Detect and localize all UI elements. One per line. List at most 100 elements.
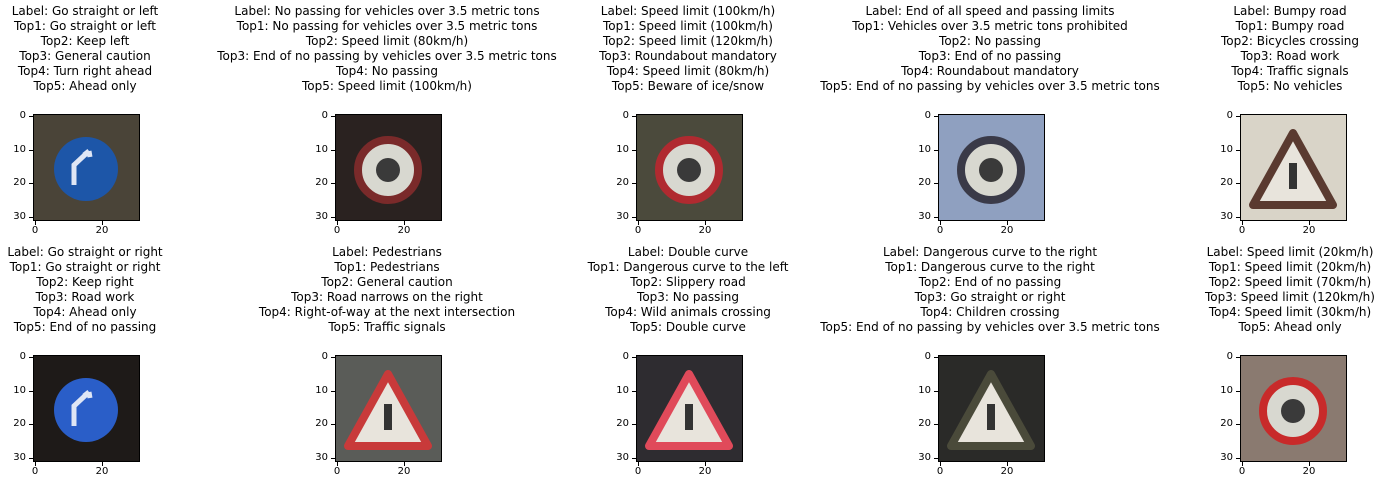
y-tick-mark — [29, 216, 33, 218]
y-tick-label: 0 — [19, 351, 26, 362]
y-tick-label: 30 — [315, 210, 328, 222]
traffic-sign-icon — [54, 378, 118, 442]
y-tick-mark — [331, 183, 335, 184]
traffic-sign-icon — [344, 370, 432, 450]
prediction-line: Top4: Speed limit (30km/h) — [1208, 305, 1372, 319]
sign-symbol — [677, 158, 701, 182]
prediction-line: Top3: End of no passing — [918, 49, 1062, 63]
x-tick-label: 20 — [397, 466, 411, 477]
y-tick-mark — [331, 216, 335, 218]
y-tick-mark — [632, 116, 636, 117]
image-axes: 0 10 20 30 0 20 — [13, 352, 140, 477]
traffic-sign-icon — [1259, 377, 1327, 445]
label-line: Label: Pedestrians — [332, 245, 442, 259]
arrow-icon — [71, 149, 93, 185]
y-tick-label: 20 — [315, 418, 328, 429]
y-tick-label: 20 — [1220, 418, 1233, 429]
prediction-line: Top3: Road narrows on the right — [291, 290, 483, 304]
y-tick-mark — [1236, 183, 1240, 184]
prediction-line: Top1: Dangerous curve to the right — [885, 260, 1095, 274]
x-tick-mark — [102, 221, 103, 225]
image-axes: 0 10 20 30 0 20 — [13, 111, 140, 236]
sign-shape — [54, 378, 118, 442]
panel-caption: Label: No passing for vehicles over 3.5 … — [207, 4, 567, 94]
x-tick-label: 20 — [397, 225, 411, 236]
y-tick-label: 0 — [321, 110, 328, 121]
prediction-line: Top3: Speed limit (120km/h) — [1205, 290, 1375, 304]
image-axes: 0 10 20 30 0 20 — [616, 352, 743, 477]
y-tick-mark — [29, 149, 33, 151]
x-tick-label: 0 — [333, 466, 341, 477]
prediction-line: Top4: Turn right ahead — [17, 64, 153, 78]
prediction-line: Top3: Road work — [1240, 49, 1340, 63]
prediction-line: Top2: General caution — [321, 275, 453, 289]
prediction-line: Top1: Vehicles over 3.5 metric tons proh… — [852, 19, 1128, 33]
image-axes: 0 10 20 30 0 20 — [1220, 111, 1347, 236]
y-tick-mark — [1236, 390, 1240, 392]
prediction-line: Top2: Speed limit (120km/h) — [603, 34, 773, 48]
traffic-sign-icon — [645, 370, 733, 450]
x-tick-label: 20 — [1302, 225, 1316, 236]
y-tick-label: 0 — [321, 351, 328, 362]
prediction-line: Top2: No passing — [939, 34, 1041, 48]
prediction-line: Top2: Bicycles crossing — [1220, 34, 1360, 48]
prediction-line: Top4: Traffic signals — [1231, 64, 1349, 78]
sign-image — [938, 355, 1045, 462]
y-tick-label: 10 — [1220, 384, 1233, 396]
y-tick-label: 10 — [918, 143, 931, 155]
y-tick-mark — [934, 457, 938, 459]
y-tick-label: 0 — [622, 351, 629, 362]
prediction-line: Top1: Go straight or right — [9, 260, 161, 274]
y-tick-label: 30 — [13, 451, 26, 463]
image-axes: 0 10 20 30 0 20 — [918, 352, 1045, 477]
y-tick-mark — [1236, 216, 1240, 218]
label-line: Label: Speed limit (100km/h) — [600, 4, 776, 18]
prediction-line: Top1: Dangerous curve to the left — [587, 260, 789, 274]
prediction-line: Top5: Beware of ice/snow — [611, 79, 765, 93]
y-tick-mark — [29, 457, 33, 459]
prediction-line: Top2: End of no passing — [918, 275, 1062, 289]
sign-image — [636, 114, 743, 221]
traffic-sign-icon — [947, 370, 1035, 450]
sign-image — [636, 355, 743, 462]
sign-image — [1240, 355, 1347, 462]
prediction-line: Top4: Roundabout mandatory — [901, 64, 1079, 78]
prediction-line: Top4: Right-of-way at the next intersect… — [258, 305, 516, 319]
y-tick-label: 20 — [918, 418, 931, 429]
y-tick-label: 0 — [19, 110, 26, 121]
x-tick-mark — [705, 462, 706, 466]
y-tick-label: 30 — [315, 451, 328, 463]
image-axes: 0 10 20 30 0 20 — [1220, 352, 1347, 477]
x-tick-mark — [1309, 221, 1310, 225]
y-tick-mark — [934, 149, 938, 151]
x-tick-mark — [940, 462, 941, 466]
prediction-line: Top2: Speed limit (80km/h) — [305, 34, 469, 48]
prediction-line: Top4: Children crossing — [920, 305, 1060, 319]
y-tick-mark — [1236, 116, 1240, 117]
traffic-sign-icon — [54, 137, 118, 201]
x-tick-label: 20 — [1000, 225, 1014, 236]
panel-caption: Label: End of all speed and passing limi… — [810, 4, 1170, 94]
sign-image — [33, 355, 140, 462]
label-line: Label: Dangerous curve to the right — [882, 245, 1098, 259]
y-tick-label: 10 — [616, 384, 629, 396]
y-tick-mark — [934, 116, 938, 117]
y-tick-label: 10 — [616, 143, 629, 155]
label-line: Label: Speed limit (20km/h) — [1206, 245, 1374, 259]
panel-caption: Label: Bumpy road Top1: Bumpy road Top2: B… — [1110, 4, 1385, 94]
y-tick-mark — [934, 216, 938, 218]
y-tick-label: 30 — [616, 210, 629, 222]
image-axes: 0 10 20 30 0 20 — [918, 111, 1045, 236]
y-tick-label: 20 — [315, 177, 328, 188]
sign-symbol — [1281, 399, 1305, 423]
x-tick-mark — [638, 462, 639, 466]
sign-symbol — [384, 404, 392, 430]
y-tick-label: 20 — [616, 177, 629, 188]
y-tick-mark — [632, 390, 636, 392]
y-tick-label: 20 — [13, 177, 26, 188]
x-tick-label: 20 — [1302, 466, 1316, 477]
panel-caption: Label: Go straight or left Top1: Go strai… — [0, 4, 265, 94]
y-tick-mark — [1236, 149, 1240, 151]
prediction-line: Top4: Wild animals crossing — [605, 305, 771, 319]
x-tick-mark — [1007, 221, 1008, 225]
